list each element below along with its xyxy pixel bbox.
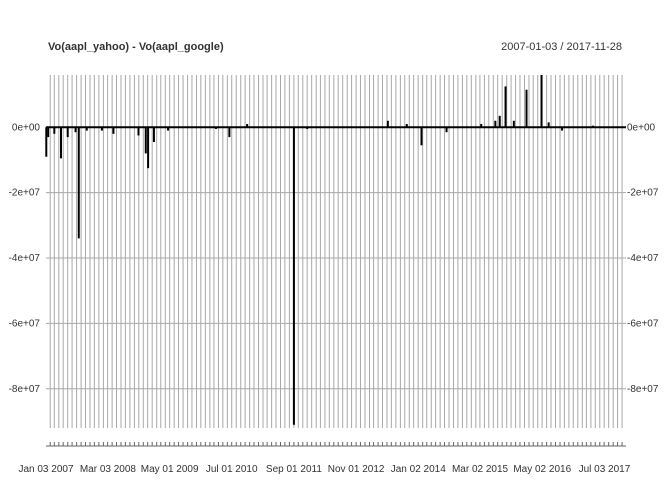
y-tick-label-right: 0e+00 [627,122,656,133]
x-tick-label: Jan 03 2007 [18,464,73,475]
x-tick-label: May 02 2016 [513,464,571,475]
x-tick-label: Jul 03 2017 [579,464,631,475]
x-tick-label: Jul 01 2010 [206,464,258,475]
y-tick-label-left: 0e+00 [12,122,41,133]
y-tick-label-left: -2e+07 [9,188,41,199]
grid [46,75,626,428]
chart-title: Vo(aapl_yahoo) - Vo(aapl_google) [48,41,224,53]
x-tick-label: Jan 02 2014 [391,464,446,475]
y-tick-label-right: -6e+07 [627,318,659,329]
x-tick-label: Mar 03 2008 [80,464,137,475]
x-tick-label: Mar 02 2015 [452,464,509,475]
y-tick-label-left: -8e+07 [9,384,41,395]
x-tick-label: Nov 01 2012 [328,464,385,475]
y-tick-label-right: -8e+07 [627,384,659,395]
x-tick-label: May 01 2009 [141,464,199,475]
y-tick-label-right: -2e+07 [627,188,659,199]
x-tick-label: Sep 01 2011 [266,464,322,475]
date-range-label: 2007-01-03 / 2017-11-28 [501,41,622,53]
data-series [45,75,626,425]
y-tick-label-left: -6e+07 [9,318,41,329]
y-tick-label-right: -4e+07 [627,253,659,264]
y-tick-label-left: -4e+07 [9,253,41,264]
axes: Jan 03 2007 Mar 03 2008 May 01 2009 Jul 01 … [9,122,659,475]
